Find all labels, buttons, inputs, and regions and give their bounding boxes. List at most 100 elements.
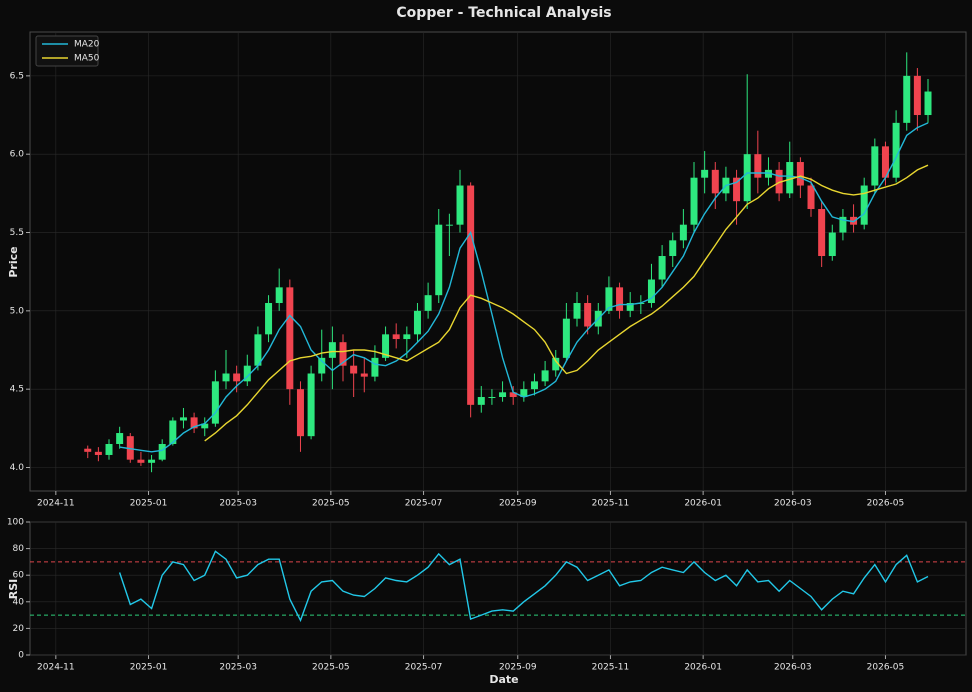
x-axis-label: Date [489,673,518,686]
x-tick-label: 2025-01 [130,663,168,673]
candle-body [360,373,368,377]
candle-body [796,162,804,186]
candle-body [530,381,538,390]
candle-body [541,370,549,382]
x-tick-label: 2025-09 [499,499,537,509]
y-tick-label: 5.5 [10,228,24,238]
candle-body [445,224,453,226]
candle-body [413,310,421,335]
candle-body [871,146,879,186]
x-tick-label: 2026-05 [867,499,905,509]
y-tick-label: 4.5 [10,385,24,395]
candle-body [84,448,92,452]
legend-label: MA20 [74,40,100,50]
candle-body [488,397,496,399]
candle-body [913,75,921,116]
candle-body [509,392,517,398]
x-tick-label: 2026-05 [867,663,905,673]
rsi-axis-label: RSI [7,579,20,600]
candle-body [743,154,751,202]
y-tick-label: 5.0 [10,306,25,316]
x-tick-label: 2025-05 [312,663,350,673]
candle-body [775,169,783,194]
candle-body [658,256,666,280]
candle-body [275,287,283,304]
candle-body [584,303,592,327]
candle-body [254,334,262,366]
rsi-axes [29,521,967,656]
candle-body [701,169,709,178]
candle-body [265,303,273,335]
candle-body [552,357,560,371]
chart-title: Copper - Technical Analysis [396,5,611,21]
candle-body [371,357,379,377]
x-tick-label: 2025-07 [405,663,443,673]
candle-body [754,154,762,178]
y-tick-label: 6.5 [10,71,24,81]
candle-body [786,162,794,194]
candle-body [307,373,315,437]
candle-body [477,397,485,405]
candle-body [148,459,156,463]
y-tick-label: 4.0 [10,463,25,473]
candle-body [690,177,698,225]
rsi-line [118,550,929,623]
candle-body [382,334,390,358]
candle-body [924,91,932,116]
x-tick-label: 2026-01 [684,663,722,673]
x-tick-label: 2025-01 [130,499,168,509]
candle-body [679,224,687,241]
candle-body [616,287,624,311]
y-tick-label: 60 [13,571,25,581]
x-tick-label: 2025-03 [219,663,257,673]
x-tick-label: 2025-09 [499,663,537,673]
legend-label: MA50 [74,54,100,64]
ma-line [204,164,929,442]
candle-body [562,318,570,358]
x-tick-label: 2026-03 [774,499,812,509]
price-axes [29,31,967,492]
candle-body [158,444,166,460]
candle-body [169,420,177,445]
y-tick-label: 80 [13,544,25,554]
candle-body [711,169,719,194]
candle-body [860,185,868,225]
candle-body [296,389,304,437]
candle-body [328,342,336,358]
candle-body [211,381,219,424]
x-tick-label: 2025-11 [592,663,630,673]
candle-body [286,287,294,390]
candle-body [669,240,677,257]
candle-body [605,287,613,311]
candle-body [764,169,772,178]
x-tick-label: 2024-11 [37,663,75,673]
candle-body [881,146,889,178]
candle-body [828,232,836,257]
x-tick-label: 2025-03 [219,499,257,509]
candle-body [116,433,124,445]
candle-body [435,224,443,296]
candle-body [222,373,230,382]
candle-body [733,177,741,202]
candle-body [105,444,113,455]
ma-line [119,122,929,453]
candle-body [839,216,847,233]
candle-body [126,436,134,460]
candle-body [647,279,655,304]
candle-body [626,303,634,311]
y-axis-label: Price [7,246,20,277]
candle-body [403,334,411,340]
candle-body [818,209,826,257]
candle-body [392,334,400,340]
candle-body [137,459,145,463]
candle-body [350,365,358,374]
candle-body [573,303,581,319]
candle-body [190,417,198,429]
candle-body [94,451,102,455]
candle-body [201,423,209,429]
candle-body [892,122,900,178]
candle-body [233,373,241,382]
x-tick-label: 2025-11 [592,499,630,509]
x-tick-label: 2026-01 [684,499,722,509]
